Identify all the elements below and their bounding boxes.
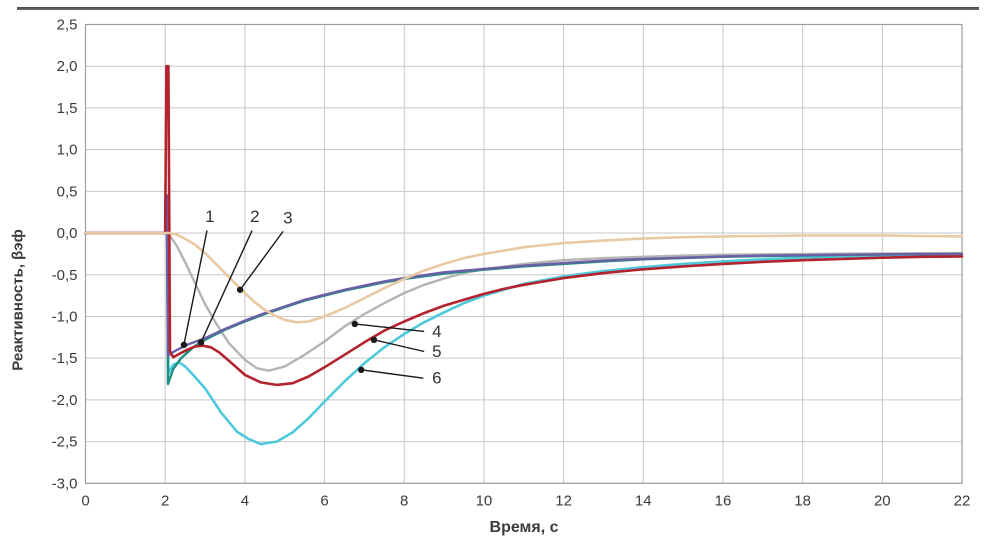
curve-number-label-6: 6 (432, 369, 441, 388)
callout-dot-6 (357, 366, 365, 374)
y-tick-label: 0,5 (57, 183, 78, 200)
callout-dot-4 (351, 320, 359, 328)
x-tick-label: 10 (476, 492, 493, 509)
callout-line-4 (354, 323, 425, 333)
x-tick-label: 20 (874, 492, 891, 509)
callout-line-3 (239, 230, 284, 291)
y-tick-label: -2,5 (52, 434, 78, 451)
x-tick-label: 18 (794, 492, 811, 509)
series-curve-4 (84, 194, 964, 372)
callout-dot-5 (370, 336, 378, 344)
callout-dot-1 (180, 341, 188, 349)
y-tick-label: 1,5 (57, 100, 78, 117)
y-tick-label: -1,5 (52, 350, 78, 367)
x-tick-label: 6 (320, 492, 328, 509)
curve-number-label-4: 4 (432, 322, 441, 341)
callout-line-1 (183, 230, 208, 345)
y-tick-label: -3,0 (52, 475, 78, 492)
y-tick-label: 0,0 (57, 225, 78, 242)
curve-number-label-5: 5 (432, 342, 441, 361)
series-curve-5 (84, 64, 964, 387)
curve-number-label-3: 3 (283, 209, 292, 228)
y-tick-label: 1,0 (57, 142, 78, 159)
x-axis-title: Время, с (489, 519, 559, 536)
callout-line-5 (373, 339, 425, 353)
series-curve-1 (84, 194, 964, 357)
callout-dot-3 (236, 286, 244, 293)
y-axis-title: Реактивность, βэф (9, 229, 27, 371)
y-tick-label: 2,0 (57, 58, 78, 75)
callout-dot-2 (197, 339, 205, 346)
curve-number-label-2: 2 (250, 207, 259, 226)
series-curve-2 (84, 194, 964, 386)
x-tick-label: 2 (161, 492, 169, 509)
x-tick-label: 0 (81, 492, 89, 509)
callout-line-6 (361, 369, 424, 379)
x-tick-label: 16 (715, 492, 732, 509)
y-tick-label: 2,5 (57, 17, 78, 34)
series-curve-3 (84, 231, 964, 324)
y-tick-label: -2,0 (52, 392, 78, 409)
callout-line-2 (200, 230, 253, 343)
x-tick-label: 14 (635, 492, 652, 509)
x-tick-label: 22 (954, 492, 971, 509)
curve-number-label-1: 1 (205, 207, 214, 226)
x-tick-label: 8 (400, 492, 408, 509)
series-curve-6 (84, 194, 964, 446)
y-tick-label: -1,0 (52, 308, 78, 325)
x-tick-label: 12 (555, 492, 572, 509)
top-rule-divider (17, 7, 979, 10)
y-tick-label: -0,5 (52, 267, 78, 284)
x-tick-label: 4 (241, 492, 249, 509)
